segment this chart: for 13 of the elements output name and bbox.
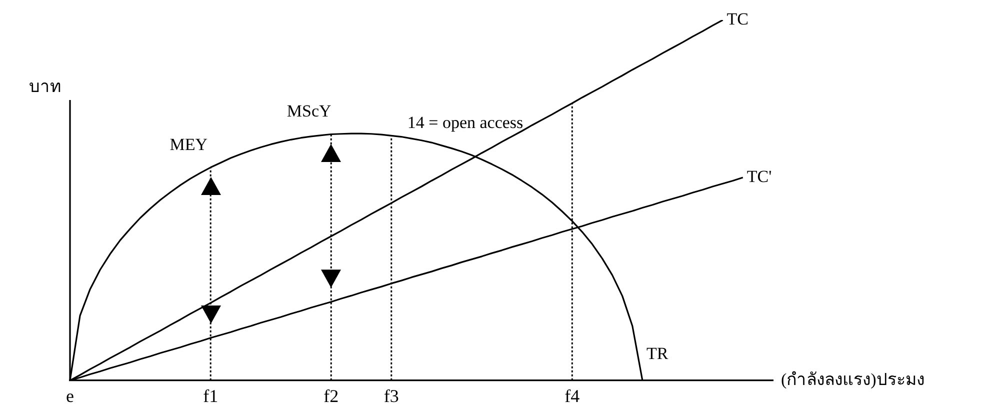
series-label: TC' [746,166,772,186]
series-label: TR [646,344,669,363]
annotation: MScY [286,102,332,121]
annotation: 14 = open access [407,113,524,132]
x-tick-label: f4 [564,386,580,406]
series-label: TC [726,9,749,28]
x-tick-label: f3 [384,386,399,406]
annotation: MEY [170,134,208,154]
x-tick-label: f2 [324,386,339,406]
x-tick-label: f1 [203,386,218,406]
x-axis-title: (กำลังลงแรง)ประมง [781,370,924,389]
x-tick-label: e [66,386,74,406]
y-axis-title: บาท [29,76,61,96]
